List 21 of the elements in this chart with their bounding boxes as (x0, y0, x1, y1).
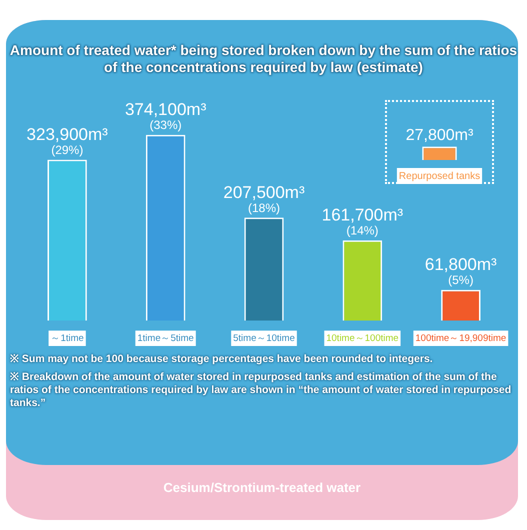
annotation: (29%) (51, 143, 84, 158)
data-label: 207,500m³ (223, 182, 305, 202)
text: ※ Sum may not be 100 because storage percentages have been rounded to integers. (10, 353, 434, 366)
text: ※ Breakdown of the amount of water stored in repurposed tanks and estimation of the sum of the ratios of the concentrations required by law are shown in “the amount of water stored in repurposed tanks.” (10, 371, 512, 410)
x-tick-label: 100time～19,909time (415, 332, 506, 344)
data-label: 61,800m³ (424, 255, 498, 274)
annotation: (33%) (150, 118, 182, 132)
data-label: 161,700m³ (322, 206, 404, 225)
annotation: (5%) (448, 273, 474, 288)
data-label: 374,100m³ (124, 100, 207, 120)
data-label: 27,800m³ (406, 127, 474, 144)
chart-title: Amount of treated water* being stored broken down by the sum of the ratios of the concentrations required by law (estimate) (8, 42, 518, 76)
x-tick-label: 10time～100time (326, 332, 399, 344)
annotation: (14%) (346, 224, 378, 238)
x-tick-label: 5time～10time (233, 332, 295, 344)
data-label: 323,900m³ (26, 124, 108, 144)
text: Cesium/Strontium-treated water (162, 480, 362, 495)
x-tick-label: 1time～5time (137, 332, 194, 344)
x-tick-label: Repurposed tanks (398, 170, 480, 182)
x-tick-label: ～1time (50, 332, 84, 344)
annotation: (18%) (248, 200, 280, 215)
